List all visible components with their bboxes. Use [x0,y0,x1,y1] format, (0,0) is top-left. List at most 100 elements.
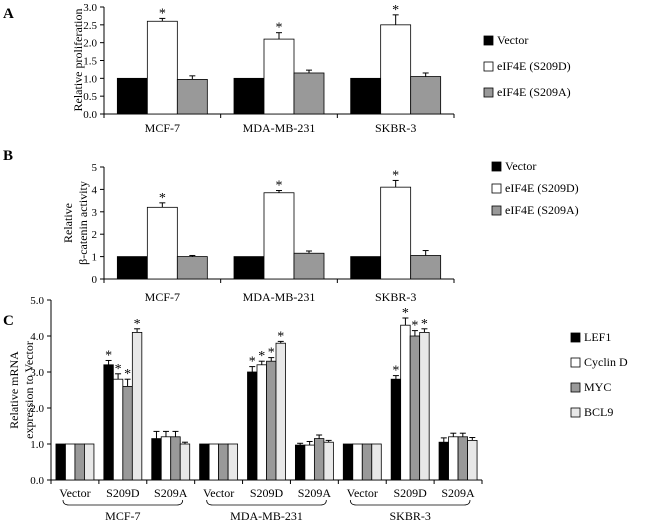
group-label-c: MDA-MB-231 [230,509,303,523]
bar-a-vector [233,77,265,115]
y-tick-label-b: 0 [92,274,98,286]
legend-label-b: Vector [505,159,536,173]
x-tick-label-c: Vector [347,486,378,500]
legend-label-c: Cyclin D [584,355,628,369]
y-tick-label-a: 0.5 [83,91,97,103]
y-axis-label-b: Relative [61,203,75,243]
bar-b-vector [233,256,265,280]
y-axis-label-a: Relative proliferation [71,9,85,112]
chart-panel-b: 0 1 2 3 4 5 Relative β-catenin activity * MCF-7 * M… [61,159,579,304]
x-tick-label-c: S209A [154,486,188,500]
y-tick-label-a: 1.5 [83,56,97,68]
y-tick-label-a: 2.5 [83,20,97,32]
bar-c-lef1 [151,438,162,481]
bar-c-myc [313,438,325,481]
bar-c-lef1 [294,444,306,481]
panel-letter-c: C [3,313,14,329]
y-tick-label-c: 5.0 [30,295,44,307]
legend-swatch-a [483,35,494,46]
significance-star-c: * [402,306,409,321]
bar-c-bcl9 [131,331,143,481]
bar-c-cyclin-d [400,324,411,481]
legend-swatch-c [570,407,581,418]
x-tick-label-c: Vector [59,486,90,500]
x-tick-label-c: Vector [203,486,234,500]
bar-a-eif4e-s209a- [410,76,442,115]
bar-b-eif4e-s209d- [146,206,178,280]
significance-star-b: * [276,179,283,194]
significance-star-c: * [249,355,256,370]
bar-c-lef1 [55,443,66,481]
bar-c-myc [170,436,181,481]
bar-c-cyclin-d [256,364,267,481]
x-tick-label-b: MCF-7 [145,290,180,304]
y-tick-label-b: 2 [92,229,98,241]
significance-star-c: * [258,349,265,364]
bar-c-cyclin-d [65,443,76,481]
bar-b-eif4e-s209d- [380,186,412,280]
group-bracket-c [349,499,471,506]
y-tick-label-a: 2.0 [83,38,97,50]
significance-star-c: * [411,319,418,334]
bar-a-eif4e-s209d- [263,38,295,115]
chart-panel-c: 0.0 1.0 2.0 3.0 4.0 5.0 Relative mRNA expressio… [7,295,628,523]
y-tick-label-a: 1.0 [83,73,97,85]
bar-c-cyclin-d [112,378,124,481]
y-tick-label-a: 0.0 [83,109,97,121]
group-label-c: MCF-7 [105,509,140,523]
legend-label-a: eIF4E (S209D) [497,59,571,73]
x-tick-label-a: MDA-MB-231 [243,121,316,135]
significance-star-a: * [392,3,399,18]
y-tick-label-b: 4 [92,184,98,196]
significance-star-c: * [124,367,131,382]
bar-c-lef1 [438,441,449,481]
bar-a-eif4e-s209a- [293,72,325,115]
significance-star-c: * [134,317,141,332]
bar-c-myc [122,385,133,481]
bar-c-cyclin-d [352,443,363,481]
bar-b-vector [116,256,148,280]
bar-c-myc [361,443,373,481]
y-tick-label-c: 4.0 [30,331,44,343]
y-tick-label-b: 1 [92,252,98,264]
x-tick-label-c: S209A [298,486,332,500]
bar-c-bcl9 [275,342,286,481]
legend-swatch-c [570,332,581,343]
x-tick-label-c: S209D [393,486,427,500]
y-tick-label-c: 0.0 [30,475,44,487]
bar-c-bcl9 [323,441,334,481]
y-tick-label-c: 2.0 [30,403,44,415]
y-tick-label-b: 3 [92,207,98,219]
y-tick-label-b: 5 [92,162,98,174]
legend-swatch-a [483,87,494,98]
bar-c-myc [266,360,277,481]
significance-star-c: * [421,317,428,332]
panel-letter-a: A [3,6,14,22]
bar-c-bcl9 [419,331,430,481]
significance-star-c: * [277,329,284,344]
x-tick-label-a: MCF-7 [145,121,180,135]
bar-a-eif4e-s209a- [176,79,208,115]
bar-c-lef1 [342,443,354,481]
bar-b-eif4e-s209a- [293,252,325,280]
legend-label-c: LEF1 [584,330,611,344]
legend-swatch-a [483,61,494,72]
y-axis-label-b: β-catenin activity [76,181,90,265]
significance-star-c: * [105,348,112,363]
bar-a-eif4e-s209d- [146,20,178,115]
bar-b-eif4e-s209a- [176,256,208,280]
legend-label-b: eIF4E (S209D) [505,181,579,195]
bar-c-lef1 [199,443,210,481]
bar-c-lef1 [103,364,114,481]
y-tick-label-c: 3.0 [30,367,44,379]
legend-label-a: Vector [497,33,528,47]
bar-c-bcl9 [227,443,239,481]
bar-c-bcl9 [84,443,95,481]
bar-c-bcl9 [371,443,382,481]
legend-swatch-b [491,161,502,172]
x-tick-label-c: S209D [250,486,284,500]
bar-c-cyclin-d [448,436,459,481]
legend-swatch-b [491,205,502,216]
